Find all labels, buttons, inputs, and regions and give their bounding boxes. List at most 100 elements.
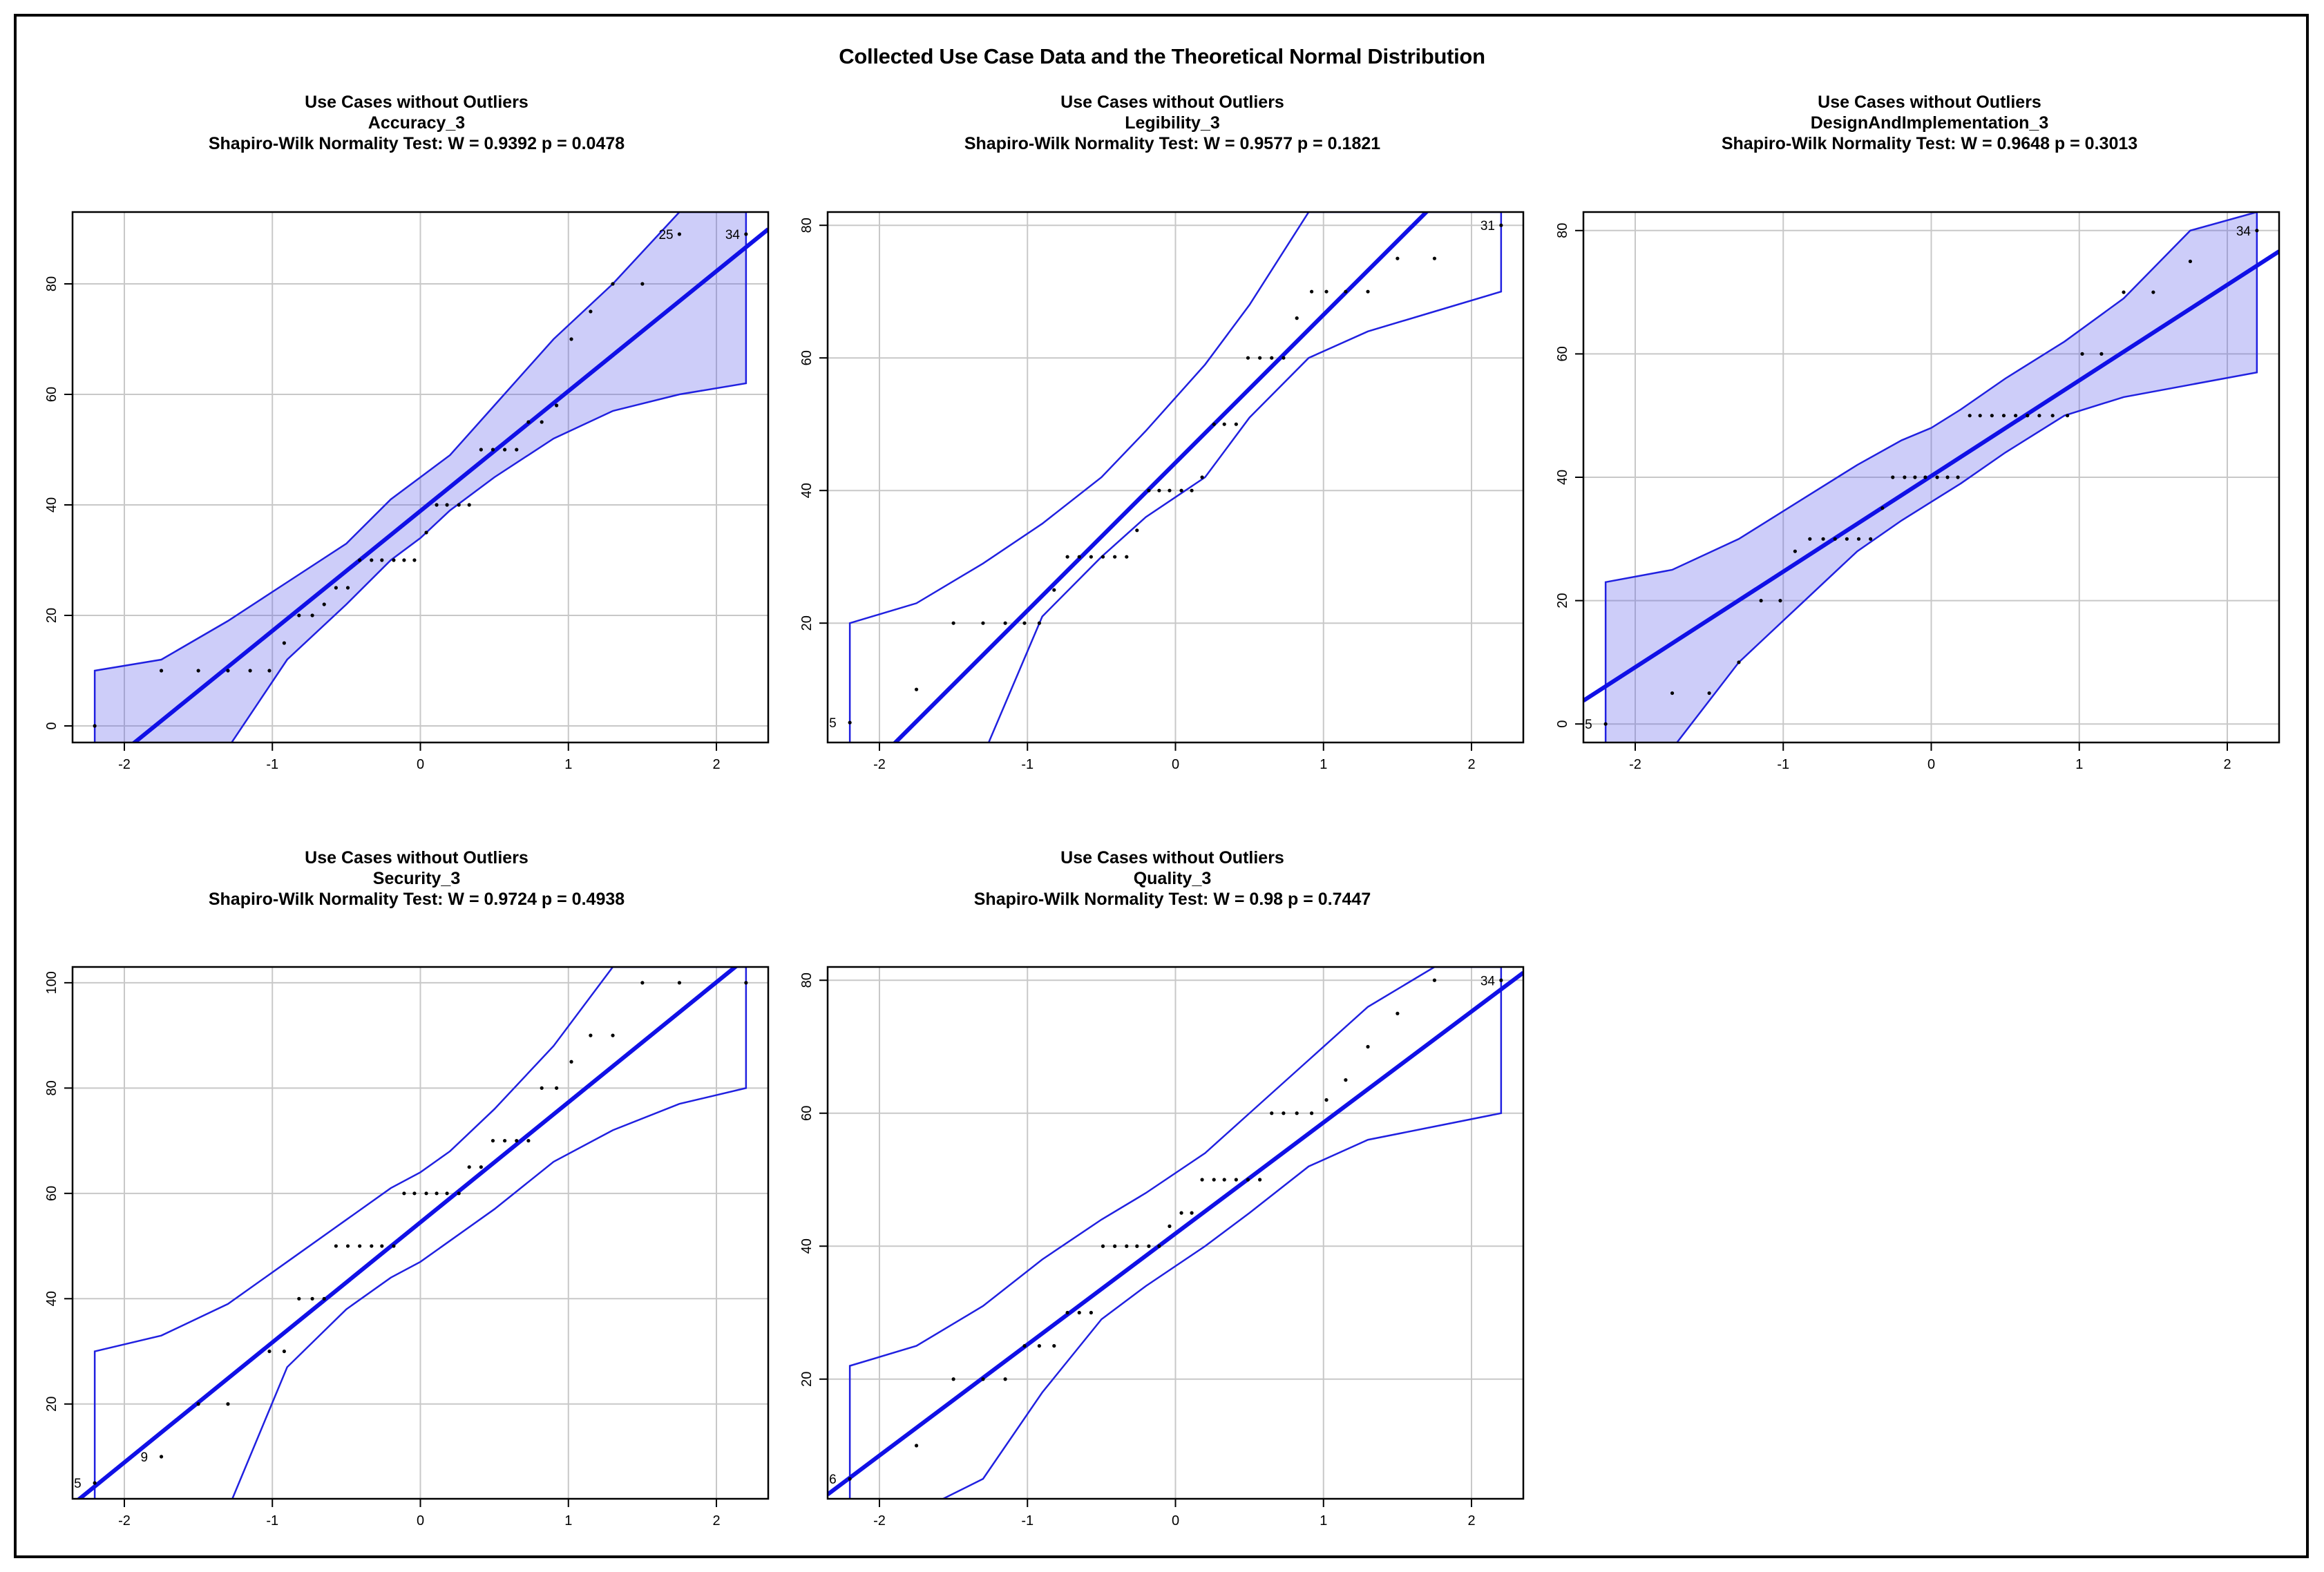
data-point: [467, 1165, 471, 1169]
data-point: [2099, 352, 2104, 356]
data-point: [467, 503, 471, 507]
data-point: [267, 669, 272, 673]
data-point: [445, 1191, 449, 1196]
data-point: [540, 1086, 544, 1090]
plot-area: [93, 212, 768, 742]
data-point: [1234, 422, 1238, 426]
data-point: [589, 1033, 593, 1037]
data-point: [1344, 1078, 1348, 1082]
y-tick-label: 80: [1555, 223, 1570, 238]
data-point: [1499, 223, 1503, 227]
data-point: [1778, 599, 1782, 603]
x-tick-label: 2: [2223, 757, 2231, 772]
data-point: [503, 448, 507, 452]
data-point: [515, 448, 519, 452]
data-point: [951, 621, 955, 625]
data-point: [310, 1296, 314, 1301]
data-point: [1157, 488, 1161, 492]
data-point: [1945, 475, 1950, 479]
data-point: [2014, 414, 2018, 418]
x-tick-label: 1: [2075, 757, 2083, 772]
data-point: [297, 1296, 301, 1301]
reference-line: [76, 967, 739, 1499]
data-point: [2188, 259, 2193, 264]
reference-line: [892, 212, 1429, 742]
data-point: [479, 1165, 483, 1169]
y-tick-label: 20: [799, 1372, 815, 1387]
data-point: [412, 1191, 417, 1196]
data-point: [1891, 475, 1895, 479]
panel-subtitle: Use Cases without Outliers: [1060, 848, 1284, 868]
data-point: [267, 1349, 272, 1354]
data-point: [951, 1377, 955, 1381]
data-point: [1168, 1224, 1172, 1228]
confidence-envelope: [848, 212, 1503, 742]
qq-panel-4: 5 9 -2 -1 0 1 2 20 40 60 80 100: [44, 966, 770, 1528]
data-point: [1077, 555, 1081, 559]
x-tick-label: 1: [564, 757, 572, 772]
data-point: [93, 1481, 97, 1485]
data-point: [435, 1191, 439, 1196]
panel-title-4: Use Cases without Outliers Security_3 Sh…: [71, 847, 762, 910]
point-label: 34: [1480, 974, 1496, 988]
x-tick-label: -2: [118, 757, 131, 772]
data-point: [1880, 506, 1885, 510]
x-tick-label: -1: [1777, 757, 1789, 772]
data-point: [334, 586, 338, 590]
data-point: [1200, 475, 1204, 479]
data-point: [1022, 1344, 1027, 1348]
x-tick-label: -1: [1021, 1513, 1034, 1528]
data-point: [1003, 1377, 1007, 1381]
data-point: [248, 669, 252, 673]
data-point: [435, 503, 439, 507]
data-point: [1833, 537, 1837, 541]
data-point: [226, 669, 230, 673]
data-point: [569, 1060, 573, 1064]
data-point: [1310, 289, 1314, 294]
x-tick-label: 2: [1467, 757, 1475, 772]
data-point: [1707, 691, 1711, 696]
y-tick-label: 40: [799, 1238, 815, 1254]
panel-variable: Legibility_3: [1125, 113, 1220, 133]
data-point: [569, 337, 573, 341]
data-point: [1737, 660, 1741, 664]
data-point: [2026, 414, 2030, 418]
x-tick-label: 0: [417, 757, 424, 772]
data-point: [744, 981, 748, 985]
data-point: [412, 558, 417, 562]
y-tick-label: 60: [799, 350, 815, 365]
data-point: [1003, 621, 1007, 625]
data-point: [848, 720, 852, 725]
data-point: [515, 1138, 519, 1143]
data-point: [1968, 414, 1972, 418]
confidence-envelope: [93, 967, 747, 1499]
data-point: [677, 981, 682, 985]
data-point: [1324, 289, 1328, 294]
data-point: [981, 1377, 985, 1381]
reference-line: [131, 227, 768, 742]
panel-variable: Security_3: [372, 869, 461, 888]
data-point: [1113, 555, 1117, 559]
data-point: [1295, 1111, 1299, 1115]
data-point: [526, 420, 531, 424]
data-point: [457, 503, 461, 507]
data-point: [322, 602, 326, 606]
point-label: 5: [1585, 718, 1592, 732]
panel-subtitle: Use Cases without Outliers: [1818, 93, 2041, 112]
data-point: [1135, 528, 1139, 533]
data-point: [1856, 537, 1861, 541]
y-tick-label: 0: [1555, 720, 1570, 728]
data-point: [1396, 1011, 1400, 1015]
panel-title-3: Use Cases without Outliers DesignAndImpl…: [1584, 92, 2275, 154]
data-point: [1212, 1178, 1216, 1182]
data-point: [282, 1349, 286, 1354]
y-tick-label: 80: [44, 276, 59, 291]
x-tick-label: 1: [564, 1513, 572, 1528]
y-tick-label: 20: [44, 1397, 59, 1412]
data-point: [1396, 256, 1400, 260]
y-tick-label: 40: [44, 497, 59, 512]
data-point: [1089, 1310, 1093, 1315]
data-point: [1147, 1244, 1151, 1248]
